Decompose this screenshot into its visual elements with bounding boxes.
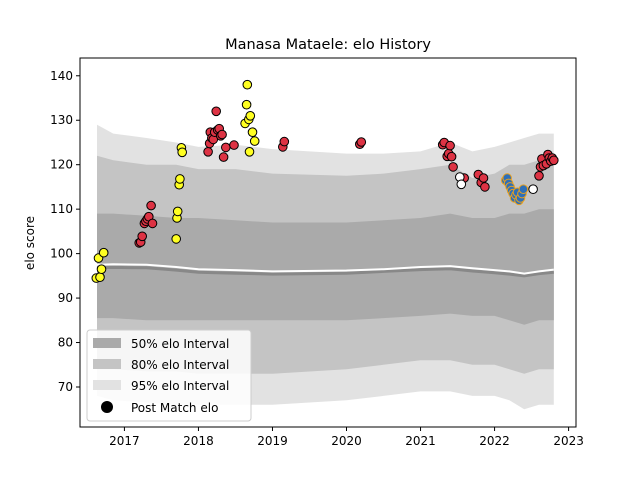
elo-point [478,173,489,183]
legend-label-50: 50% elo Interval [131,337,229,351]
elo-point [247,127,258,137]
elo-point [241,99,252,110]
elo-point [480,182,490,192]
x-tick-label: 2020 [331,434,362,448]
legend-swatch-95 [93,380,121,390]
mean-line [96,263,554,275]
band-50 [97,209,554,325]
x-tick-label: 2018 [183,434,214,448]
y-tick-label: 80 [58,336,73,350]
elo-point [211,106,221,117]
elo-point [456,179,467,190]
elo-point [245,111,256,121]
elo-point [218,152,229,162]
elo-point [528,184,538,194]
elo-point [445,140,455,151]
legend-marker-post-match [101,401,113,413]
elo-point [356,137,367,147]
elo-point [249,136,260,146]
elo-point [448,162,458,172]
elo-point [279,136,290,147]
x-tick-label: 2019 [257,434,288,448]
y-tick-label: 130 [50,113,73,127]
elo-point [203,147,213,157]
median-line [96,265,554,278]
legend-label-95: 95% elo Interval [131,379,229,393]
elo-point [177,147,187,158]
elo-point [242,79,253,90]
legend: 50% elo Interval 80% elo Interval 95% el… [86,329,252,422]
y-tick-label: 110 [50,202,73,216]
y-axis: 70 80 90 100 110 120 130 140 [50,69,80,394]
center-lines [96,263,554,278]
x-tick-label: 2023 [553,434,584,448]
y-tick-label: 100 [50,247,73,261]
elo-point [175,174,185,184]
elo-point [147,218,158,229]
y-tick-label: 90 [58,291,73,305]
elo-point [137,231,147,242]
legend-label-80: 80% elo Interval [131,358,229,372]
x-tick-label: 2022 [479,434,510,448]
elo-point [172,206,183,217]
x-tick-label: 2017 [109,434,140,448]
legend-swatch-50 [93,338,121,348]
y-tick-label: 140 [50,69,73,83]
elo-point [96,264,107,275]
elo-point [446,151,457,162]
elo-point [549,155,559,166]
legend-label-post-match: Post Match elo [131,401,218,415]
x-axis: 2017 2018 2019 2020 2021 2022 2023 [109,427,584,448]
elo-point [98,247,109,258]
legend-box [86,329,252,422]
elo-point [146,200,156,211]
elo-point [534,171,544,181]
y-tick-label: 120 [50,158,73,172]
elo-point [95,272,105,283]
elo-point [518,184,529,194]
chart-title: Manasa Mataele: elo History [225,37,431,53]
elo-point [217,129,227,140]
x-tick-label: 2021 [405,434,436,448]
elo-point [171,234,181,244]
y-tick-label: 70 [58,380,73,394]
plot-frame [79,57,577,428]
elo-point [221,142,231,153]
elo-point [229,140,239,150]
post-match-points [91,79,559,283]
legend-swatch-80 [93,359,121,369]
y-axis-label: elo score [23,216,37,270]
elo-point [244,147,255,157]
